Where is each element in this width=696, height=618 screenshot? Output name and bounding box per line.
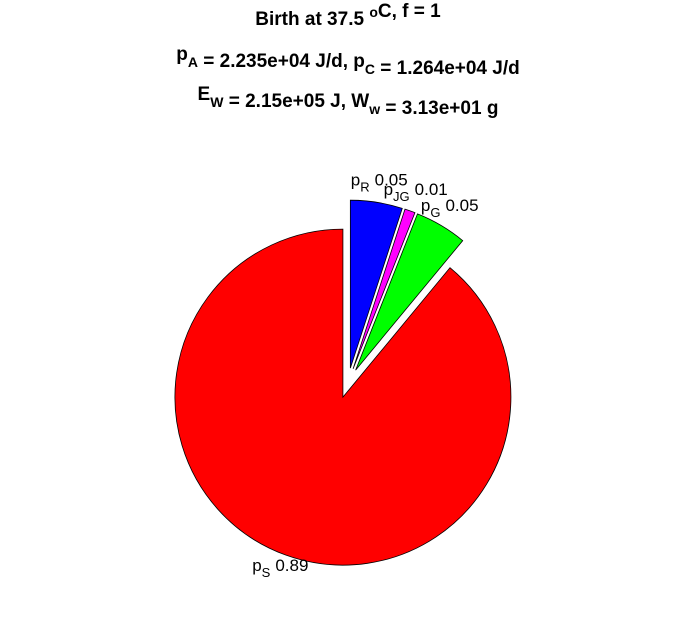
title-text: p xyxy=(176,44,188,65)
label-value: 0.01 xyxy=(415,180,448,199)
title-text: C, f = 1 xyxy=(378,1,441,22)
pie-slice xyxy=(355,213,464,371)
title-text: = 2.235e+04 J/d, p xyxy=(198,51,365,72)
label-sub: R xyxy=(360,180,369,195)
label-value: 0.05 xyxy=(375,171,408,190)
label-sub: G xyxy=(430,205,440,220)
label-value: 0.89 xyxy=(275,556,308,575)
chart-title: Birth at 37.5 oC, f = 1 xyxy=(255,1,441,30)
title-text: = 2.15e+05 J, W xyxy=(223,91,369,112)
label-sub: S xyxy=(262,565,271,580)
slice-label: pG 0.05 xyxy=(421,196,479,220)
label-name: p xyxy=(351,171,360,190)
label-value: 0.05 xyxy=(445,196,478,215)
title-sup: o xyxy=(369,4,378,20)
chart-title: pA = 2.235e+04 J/d, pC = 1.264e+04 J/d xyxy=(176,44,519,79)
chart-title: EW = 2.15e+05 J, Ww = 3.13e+01 g xyxy=(198,84,499,119)
label-sub: JG xyxy=(393,189,410,204)
label-name: p xyxy=(252,556,261,575)
slice-label: pR 0.05 xyxy=(351,171,408,195)
title-sub: w xyxy=(368,101,380,117)
title-sub: C xyxy=(365,61,375,77)
pie-slice xyxy=(349,199,403,369)
slice-label: pS 0.89 xyxy=(252,556,308,580)
label-name: p xyxy=(421,196,430,215)
pie-slice xyxy=(174,228,512,566)
label-name: p xyxy=(384,180,393,199)
slice-label: pJG 0.01 xyxy=(384,180,448,204)
title-text: Birth at 37.5 xyxy=(255,9,369,30)
title-sub: W xyxy=(210,94,224,110)
title-sub: A xyxy=(188,54,198,70)
pie-slice xyxy=(352,208,416,370)
title-text: E xyxy=(198,84,211,105)
title-text: = 3.13e+01 g xyxy=(380,98,498,119)
title-text: = 1.264e+04 J/d xyxy=(375,58,520,79)
